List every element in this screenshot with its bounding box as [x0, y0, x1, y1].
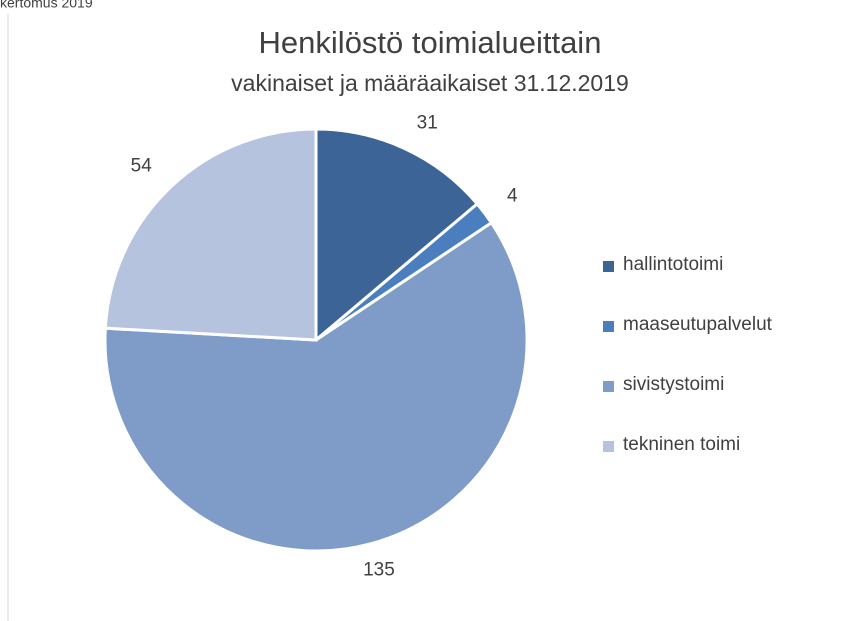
legend-item: hallintotoimi: [603, 252, 793, 312]
pie-slice: [314, 127, 480, 344]
data-label: 31: [417, 112, 438, 133]
data-label: 135: [363, 560, 395, 581]
legend-item: maaseutupalvelut: [603, 312, 793, 372]
pie-slice: [103, 220, 529, 553]
chart-title: Henkilöstö toimialueittain: [259, 25, 602, 60]
legend-label: sivistystoimi: [623, 374, 725, 395]
legend-label: maaseutupalvelut: [623, 314, 772, 335]
data-label: 54: [131, 155, 153, 176]
legend-label: tekninen toimi: [623, 434, 741, 455]
legend-swatch: [603, 381, 614, 392]
data-label: 4: [507, 185, 518, 206]
chart-subtitle: vakinaiset ja määräaikaiset 31.12.2019: [231, 70, 629, 96]
legend: hallintotoimi maaseutupalvelut sivistystoi…: [603, 252, 793, 492]
pie-slice: [103, 127, 318, 342]
legend-swatch: [603, 441, 614, 452]
legend-swatch: [603, 261, 614, 272]
legend-label: hallintotoimi: [623, 254, 724, 275]
legend-item: tekninen toimi: [603, 432, 793, 492]
header: kertomus 2019: [0, 0, 93, 11]
legend-swatch: [603, 321, 614, 332]
legend-item: sivistystoimi: [603, 372, 793, 432]
